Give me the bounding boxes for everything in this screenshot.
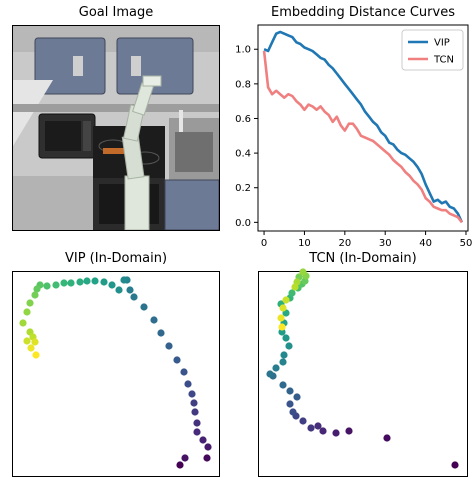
vip-scatter-point	[199, 436, 207, 444]
x-tick-label: 50	[460, 238, 473, 249]
x-tick-label: 10	[298, 238, 311, 249]
goal-image-title: Goal Image	[78, 5, 154, 20]
vip-scatter-point	[32, 351, 40, 359]
tcn-scatter-point	[319, 427, 327, 435]
tcn-scatter-point	[272, 364, 280, 372]
tcn-scatter-point	[289, 408, 297, 416]
vip-scatter-point	[52, 281, 60, 289]
vip-scatter-point	[191, 408, 199, 416]
vip-scatter-point	[126, 286, 134, 294]
curves-legend: VIP TCN	[401, 29, 464, 71]
vip-scatter-point	[188, 390, 196, 398]
vip-scatter-point	[115, 286, 123, 294]
tcn-scatter-point	[291, 283, 299, 291]
vip-scatter-point	[76, 278, 84, 286]
vip-scatter-point	[193, 419, 201, 427]
y-tick-label: 0.4	[235, 149, 251, 160]
tcn-scatter-point	[293, 393, 301, 401]
x-tick-label: 20	[338, 238, 351, 249]
vip-scatter-point	[91, 277, 99, 285]
vip-scatter-point	[204, 443, 212, 451]
vip-scatter-point	[43, 282, 51, 290]
vip-scatter-point	[165, 342, 173, 350]
goal-image-robot-kitchen	[13, 26, 219, 230]
vip-scatter-point	[108, 281, 116, 289]
vip-scatter-point	[60, 279, 68, 287]
curves-plot: 0 10 20 30 40 50 0.0 0.2 0.4 0.6 0.8 1.0 VIP TCN	[218, 22, 474, 250]
vip-scatter-point	[23, 337, 31, 345]
vip-scatter-point	[157, 329, 165, 337]
tcn-scatter-point	[282, 334, 290, 342]
y-tick-label: 0.2	[235, 183, 251, 194]
vip-scatter-point	[100, 278, 108, 286]
x-tick-label: 40	[419, 238, 432, 249]
tcn-scatter-point	[279, 381, 287, 389]
tcn-scatter-point	[383, 434, 391, 442]
tcn-scatter-point	[307, 424, 315, 432]
tcn-scatter-point	[451, 461, 459, 469]
tcn-scatter-point	[286, 387, 294, 395]
vip-scatter-point	[67, 279, 75, 287]
tcn-scatter-point	[285, 342, 293, 350]
curves-chart-svg: 0 10 20 30 40 50 0.0 0.2 0.4 0.6 0.8 1.0 VIP TCN	[235, 24, 473, 249]
x-tick-label: 30	[379, 238, 392, 249]
vip-scatter-point	[180, 368, 188, 376]
tcn-scatter-point	[332, 429, 340, 437]
vip-scatter-point	[203, 454, 211, 462]
tcn-scatter-point	[282, 296, 290, 304]
curves-axes-frame	[257, 24, 469, 232]
vip-scatter-point	[181, 454, 189, 462]
vip-scatter-point	[26, 299, 34, 307]
vip-scatter-title: VIP (In-Domain)	[64, 251, 168, 266]
y-tick-label: 1.0	[235, 45, 251, 56]
legend-label-tcn: TCN	[433, 55, 454, 66]
tcn-scatter-point	[288, 289, 296, 297]
tcn-scatter-frame	[258, 271, 468, 477]
tcn-scatter-point	[279, 358, 287, 366]
tcn-scatter-title: TCN (In-Domain)	[309, 251, 417, 266]
vip-scatter-point	[190, 399, 198, 407]
curves-title: Embedding Distance Curves	[271, 5, 455, 20]
vip-scatter-point	[33, 285, 41, 293]
tcn-scatter-point	[286, 400, 294, 408]
vip-scatter-point	[173, 356, 181, 364]
legend-label-vip: VIP	[434, 38, 450, 49]
goal-image-frame	[12, 25, 220, 231]
tcn-scatter-point	[266, 370, 274, 378]
vip-scatter-point	[120, 276, 128, 284]
vip-scatter-point	[130, 293, 138, 301]
vip-scatter-point	[140, 303, 148, 311]
tcn-scatter-point	[278, 323, 286, 331]
tcn-scatter-point	[299, 417, 307, 425]
tcn-scatter-point	[299, 268, 307, 276]
vip-scatter-point	[31, 338, 39, 346]
y-tick-label: 0.6	[235, 114, 251, 125]
series-line-tcn	[262, 50, 463, 224]
vip-scatter-point	[23, 308, 31, 316]
tcn-scatter-point	[279, 304, 287, 312]
vip-scatter-point	[27, 344, 35, 352]
y-tick-label: 0.8	[235, 79, 251, 90]
tcn-scatter-point	[277, 314, 285, 322]
tcn-scatter-point	[278, 328, 286, 336]
vip-scatter-point	[193, 428, 201, 436]
x-tick-label: 0	[261, 238, 267, 249]
tcn-scatter-point	[314, 422, 322, 430]
tcn-scatter-point	[280, 351, 288, 359]
vip-scatter-point	[31, 291, 39, 299]
series-line-vip	[263, 30, 464, 223]
vip-scatter-point	[19, 319, 27, 327]
vip-scatter-point	[184, 380, 192, 388]
vip-scatter-point	[150, 316, 158, 324]
y-tick-label: 0.0	[235, 218, 251, 229]
vip-scatter-point	[83, 277, 91, 285]
vip-scatter-point	[176, 461, 184, 469]
tcn-scatter-point	[345, 427, 353, 435]
